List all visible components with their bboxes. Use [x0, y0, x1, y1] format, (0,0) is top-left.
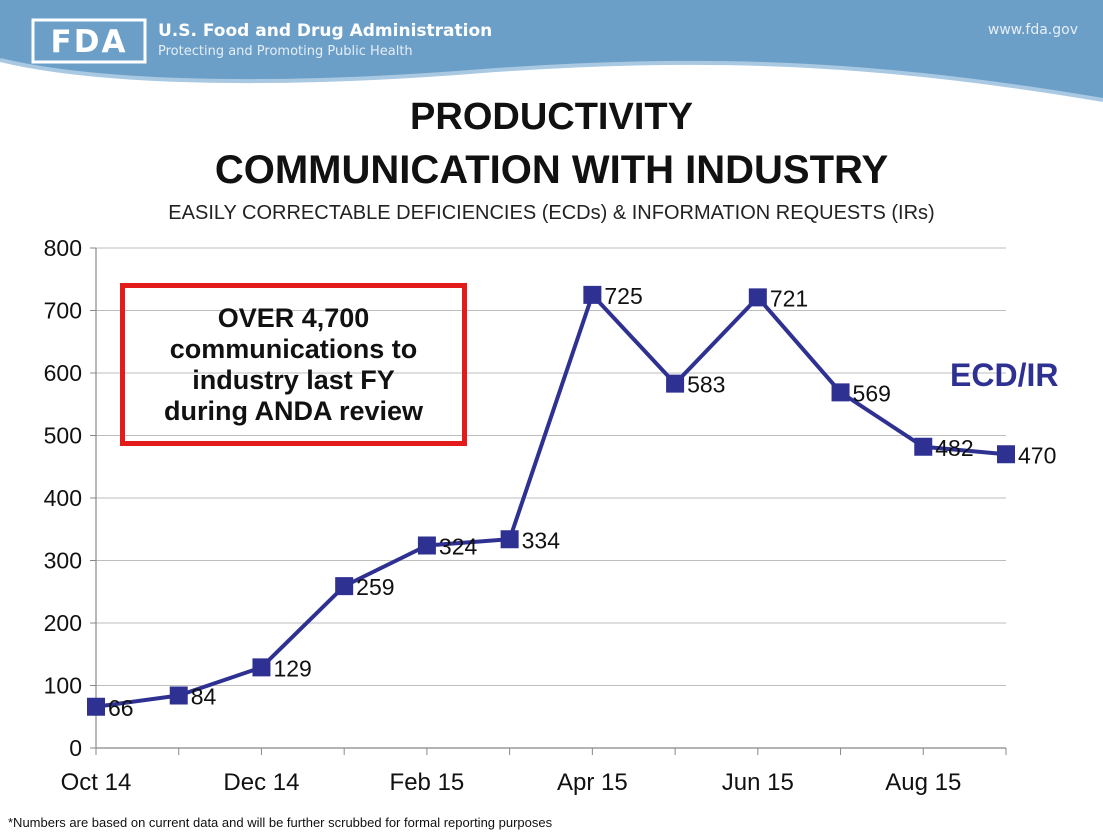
y-tick-label: 700	[44, 298, 82, 324]
data-point-marker	[831, 383, 850, 402]
y-tick-label: 800	[44, 235, 82, 261]
data-label: 324	[439, 534, 478, 560]
data-label: 470	[1018, 442, 1056, 468]
data-label: 721	[770, 285, 808, 311]
series-layer	[87, 285, 1015, 716]
axis-layer: 0 100 200 300 400 500 600 700 800 Oct 14 Dec 14 Feb…	[44, 235, 1007, 796]
header-banner: FDA	[0, 0, 1103, 102]
callout-line-4: during ANDA review	[163, 395, 424, 426]
data-label: 725	[604, 283, 642, 309]
data-point-marker	[914, 437, 933, 456]
banner-swoosh	[0, 58, 1103, 102]
callout-line-2: communications to	[169, 333, 418, 364]
data-point-marker	[417, 536, 436, 555]
agency-tagline: Protecting and Promoting Public Health	[158, 44, 413, 59]
chart-subtitle: EASILY CORRECTABLE DEFICIENCIES (ECDs) &…	[168, 202, 935, 224]
y-tick-label: 200	[44, 610, 82, 636]
x-tick-label: Oct 14	[61, 769, 132, 796]
data-point-marker	[169, 686, 188, 705]
data-label: 334	[522, 527, 561, 553]
y-tick-label: 400	[44, 485, 82, 511]
agency-url[interactable]: www.fda.gov	[987, 22, 1078, 38]
data-point-marker	[335, 577, 354, 596]
data-label: 129	[273, 655, 311, 681]
y-tick-label: 0	[69, 735, 82, 761]
y-tick-label: 300	[44, 548, 82, 574]
fda-logo-text: FDA	[51, 24, 128, 60]
data-point-marker	[252, 658, 271, 677]
fda-logo-icon: FDA	[31, 18, 147, 64]
series-line	[95, 292, 1007, 709]
data-label: 84	[191, 684, 217, 710]
x-tick-label: Aug 15	[885, 769, 961, 796]
x-tick-label: Jun 15	[722, 769, 794, 796]
data-label: 583	[687, 372, 725, 398]
data-point-marker	[87, 697, 105, 716]
data-point-marker	[997, 445, 1015, 464]
slide-title-line1: PRODUCTIVITY	[410, 96, 693, 138]
data-point-marker	[748, 288, 767, 307]
data-point-marker	[500, 530, 519, 549]
data-point-marker	[583, 285, 602, 304]
data-label: 482	[935, 435, 973, 461]
agency-name: U.S. Food and Drug Administration	[158, 21, 493, 41]
callout-box: OVER 4,700 communications to industry la…	[120, 283, 467, 446]
x-tick-label: Feb 15	[390, 769, 465, 796]
y-tick-label: 600	[44, 360, 82, 386]
x-tick-label: Dec 14	[223, 769, 299, 796]
data-label: 259	[356, 574, 394, 600]
data-label-layer: 66 84 129 259 324 334 725 583 721 569 482 470	[108, 283, 1056, 721]
footnote: *Numbers are based on current data and w…	[8, 815, 553, 830]
banner-background	[0, 0, 1103, 100]
data-label: 66	[108, 695, 134, 721]
data-point-marker	[666, 374, 685, 393]
callout-line-3: industry last FY	[192, 364, 395, 395]
y-tick-label: 500	[44, 423, 82, 449]
data-label: 569	[853, 380, 891, 406]
x-tick-label: Apr 15	[557, 769, 628, 796]
y-tick-label: 100	[44, 673, 82, 699]
series-label: ECD/IR	[950, 357, 1059, 393]
grid-layer	[96, 247, 1006, 686]
callout-line-1: OVER 4,700	[217, 302, 370, 333]
slide-title-line2: COMMUNICATION WITH INDUSTRY	[214, 148, 889, 192]
